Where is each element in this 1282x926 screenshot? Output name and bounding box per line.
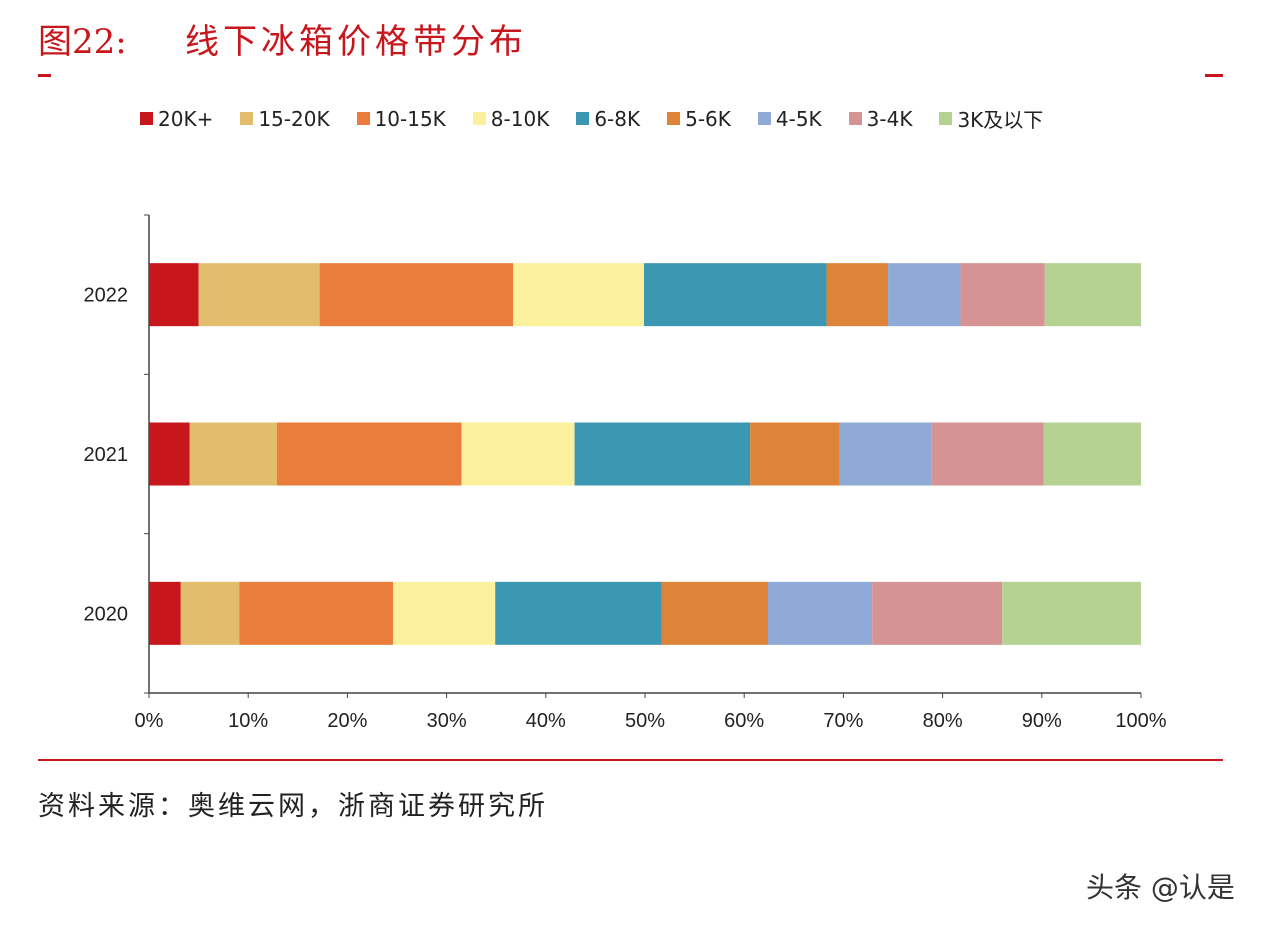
legend-label: 3-4K [866, 106, 913, 131]
legend-label: 15-20K [258, 106, 330, 131]
legend-swatch [939, 112, 953, 125]
bar-segment [1002, 581, 1141, 645]
legend-swatch [356, 112, 370, 125]
legend: 20K+ 15-20K 10-15K 8-10K 6-8K 5-6K 4-5K 3-4K 3K及… [140, 104, 1070, 133]
x-tick-label: 80% [923, 710, 963, 732]
chart-title: 线下冰箱价格带分布 [185, 22, 527, 62]
bar-segment [495, 581, 662, 645]
chart: 2022 2021 2020 0% 10% 20% 30% 40% 50% 60% 70% 80% 90… [84, 214, 1167, 732]
bar-segment [839, 422, 932, 486]
legend-label: 20K+ [158, 106, 214, 131]
x-tick-label: 10% [228, 710, 268, 732]
x-tick-label: 30% [427, 710, 467, 732]
bar-segment [198, 263, 320, 327]
legend-label: 3K及以下 [957, 108, 1044, 132]
bar-segment [661, 581, 769, 645]
legend-item: 3-4K [848, 104, 913, 133]
bar-segment [239, 581, 394, 645]
legend-item: 3K及以下 [939, 104, 1043, 133]
legend-swatch [576, 112, 590, 125]
x-tick-label: 60% [724, 710, 764, 732]
figure-number: 图22: [38, 22, 127, 62]
legend-swatch [848, 112, 862, 125]
footer-divider [38, 759, 1223, 761]
bar-segment [149, 263, 199, 327]
category-label: 2021 [84, 444, 129, 466]
legend-label: 6-8K [594, 106, 641, 131]
bar-segment [888, 263, 961, 327]
legend-swatch [667, 112, 681, 125]
bar-segment [149, 581, 181, 645]
bar-segment [319, 263, 514, 327]
bar-segment [461, 422, 575, 486]
x-tick-label: 20% [327, 710, 367, 732]
legend-label: 8-10K [490, 106, 550, 131]
x-tick-label: 40% [526, 710, 566, 732]
legend-swatch [472, 112, 486, 125]
bar-segment [393, 581, 496, 645]
bar-segment [750, 422, 840, 486]
title-divider-right [1205, 74, 1223, 77]
legend-item: 20K+ [140, 104, 213, 133]
bar-segment [276, 422, 462, 486]
x-tick-label: 70% [823, 710, 863, 732]
x-tick-label: 100% [1115, 710, 1166, 732]
legend-swatch [240, 112, 254, 125]
title-divider-left [38, 74, 51, 77]
legend-item: 4-5K [757, 104, 822, 133]
category-label: 2020 [84, 603, 129, 625]
bar-segment [1043, 422, 1141, 486]
bar-segment [513, 263, 645, 327]
bar-segment [180, 581, 240, 645]
bar-segment [574, 422, 751, 486]
bar-segment [644, 263, 827, 327]
legend-label: 10-15K [374, 106, 446, 131]
legend-swatch [140, 112, 153, 125]
x-tick-label: 50% [625, 710, 665, 732]
bar-segment [768, 581, 873, 645]
legend-swatch [757, 112, 771, 125]
bar-segment [149, 422, 190, 486]
legend-item: 10-15K [356, 104, 446, 133]
legend-label: 5-6K [685, 106, 731, 131]
legend-item: 8-10K [472, 104, 550, 133]
legend-item: 15-20K [240, 104, 330, 133]
watermark: 头条 @认是 [1086, 871, 1235, 904]
bar-segment [872, 581, 1003, 645]
bar-segment [960, 263, 1045, 327]
x-tick-label: 0% [135, 710, 164, 732]
bar-segment [1044, 263, 1141, 327]
bar-segment [931, 422, 1044, 486]
source-note: 资料来源：奥维云网，浙商证券研究所 [38, 791, 548, 822]
legend-label: 4-5K [775, 106, 822, 131]
x-tick-label: 90% [1022, 710, 1062, 732]
category-label: 2022 [84, 285, 129, 307]
bar-segment [826, 263, 889, 327]
bar-segment [189, 422, 277, 486]
legend-item: 5-6K [667, 104, 731, 133]
legend-item: 6-8K [576, 104, 640, 133]
